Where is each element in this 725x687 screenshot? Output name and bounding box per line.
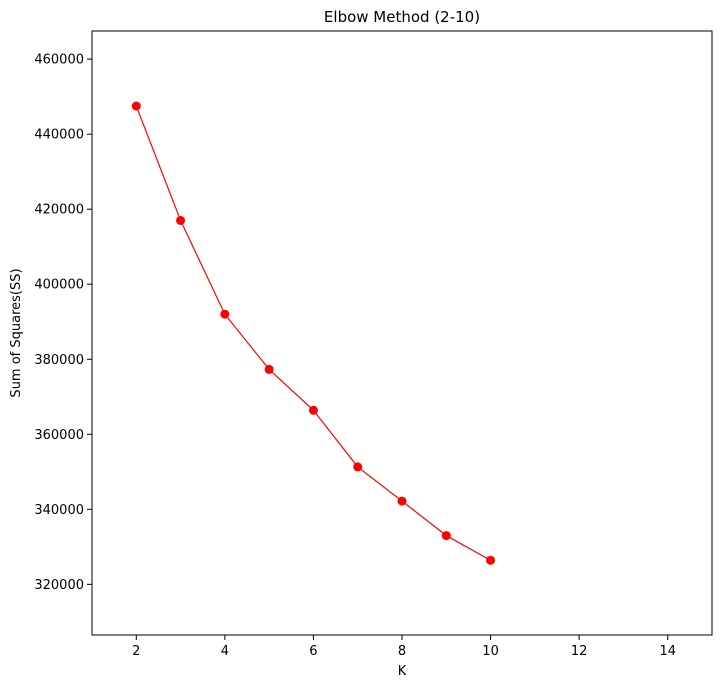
data-point (264, 364, 274, 374)
y-tick-label: 360000 (34, 428, 84, 443)
x-axis-label: K (398, 664, 407, 679)
x-tick-label: 12 (571, 644, 588, 659)
x-tick-label: 6 (309, 644, 317, 659)
y-axis-label: Sum of Squares(SS) (9, 268, 24, 397)
plot-area (131, 101, 496, 565)
y-tick-label: 400000 (34, 278, 84, 293)
data-point (220, 309, 230, 319)
x-axis: 2 4 6 8 10 12 14 (132, 635, 676, 659)
x-tick-label: 14 (659, 644, 676, 659)
data-point (353, 462, 363, 472)
chart-title: Elbow Method (2-10) (324, 8, 480, 26)
y-tick-label: 440000 (34, 128, 84, 143)
data-point (486, 555, 496, 565)
y-axis: 320000 340000 360000 380000 400000 420000 4400… (34, 53, 92, 593)
y-tick-label: 320000 (34, 578, 84, 593)
y-tick-label: 380000 (34, 353, 84, 368)
y-tick-label: 340000 (34, 503, 84, 518)
data-point (441, 531, 451, 541)
data-point (131, 101, 141, 111)
y-tick-label: 420000 (34, 203, 84, 218)
x-tick-label: 4 (221, 644, 229, 659)
data-point (397, 496, 407, 506)
y-tick-label: 460000 (34, 53, 84, 68)
data-point (308, 405, 318, 415)
x-tick-label: 2 (132, 644, 140, 659)
x-tick-label: 8 (398, 644, 406, 659)
x-tick-label: 10 (482, 644, 499, 659)
data-point (176, 215, 186, 225)
